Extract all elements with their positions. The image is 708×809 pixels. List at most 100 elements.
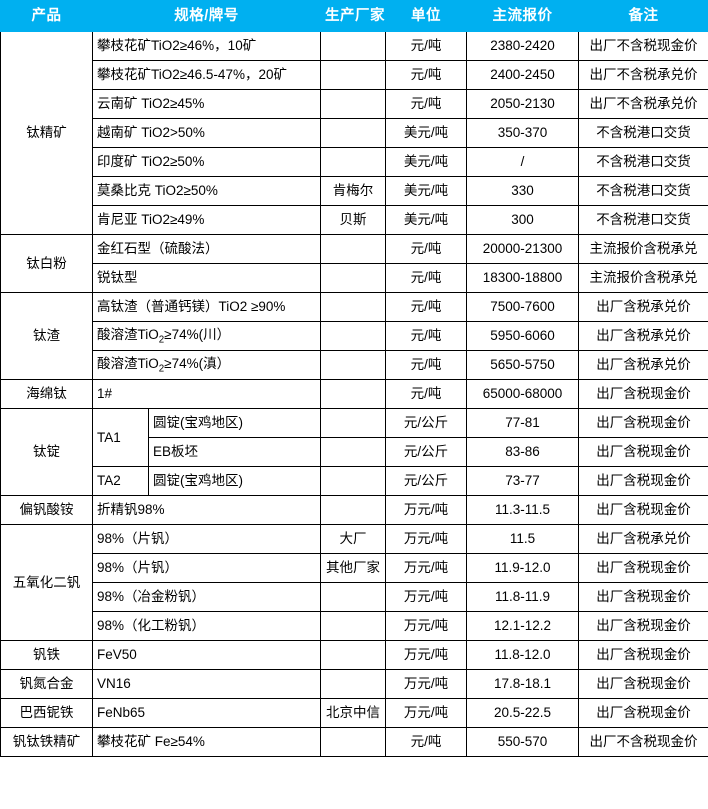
subscript-two: 2 [158,334,165,346]
spec-cell: 98%（片钒） [92,524,321,554]
table-row: 钛精矿 攀枝花矿TiO2≥46%，10矿 元/吨 2380-2420 出厂不含税现金价 [0,31,708,235]
unit-cell: 元/吨 [385,263,467,293]
unit-cell: 元/吨 [385,89,467,119]
column-header-spec: 规格/牌号 [92,0,321,32]
manufacturer-cell [320,234,386,264]
spec-cell: 云南矿 TiO2≥45% [92,89,321,119]
price-cell: 350-370 [466,118,579,148]
price-cell: 11.5 [466,524,579,554]
manufacturer-cell [320,640,386,670]
table-row: 偏钒酸铵 折精钒98% 万元/吨 11.3-11.5 出厂含税现金价 [0,495,708,525]
subscript-two: 2 [158,363,165,375]
unit-cell: 元/吨 [385,727,467,757]
remark-cell: 出厂不含税现金价 [578,727,708,757]
price-cell: 5950-6060 [466,321,579,351]
unit-cell: 元/吨 [385,379,467,409]
price-cell: 20.5-22.5 [466,698,579,728]
unit-cell: 万元/吨 [385,669,467,699]
manufacturer-cell [320,582,386,612]
column-header-remark: 备注 [578,0,708,32]
price-cell: 330 [466,176,579,206]
header-row: 产品 规格/牌号 生产厂家 单位 主流报价 备注 [0,0,708,32]
spec-cell: 98%（冶金粉钒） [92,582,321,612]
remark-cell: 出厂含税现金价 [578,379,708,409]
grade-cell: TA2 [92,466,149,496]
table-body: 钛精矿 攀枝花矿TiO2≥46%，10矿 元/吨 2380-2420 出厂不含税现金价攀… [0,31,708,757]
table-row: 锐钛型 元/吨 18300-18800 主流报价含税承兑 [1,263,708,293]
table-row: 98%（片钒） 其他厂家 万元/吨 11.9-12.0 出厂含税现金价 [1,553,708,583]
column-header-unit: 单位 [385,0,467,32]
unit-cell: 元/吨 [385,292,467,322]
manufacturer-cell: 北京中信 [320,698,386,728]
spec-cell: 1# [92,379,321,409]
manufacturer-cell [320,611,386,641]
column-header-product: 产品 [0,0,93,32]
manufacturer-cell [320,350,386,380]
table-row: 98%（冶金粉钒） 万元/吨 11.8-11.9 出厂含税现金价 [1,582,708,612]
remark-cell: 出厂含税现金价 [578,611,708,641]
unit-cell: 万元/吨 [385,524,467,554]
price-cell: 11.9-12.0 [466,553,579,583]
unit-cell: 万元/吨 [385,611,467,641]
table-row: 钒铁 FeV50 万元/吨 11.8-12.0 出厂含税现金价 [0,640,708,670]
remark-cell: 出厂含税现金价 [578,698,708,728]
table-row: 酸溶渣TiO2≥74%(滇） 元/吨 5650-5750 出厂含税承兑价 [1,350,708,380]
manufacturer-cell: 贝斯 [320,205,386,235]
grade-cell: TA1 [92,408,149,467]
table-row: 五氧化二钒 98%（片钒） 大厂 万元/吨 11.5 出厂含税承兑价 [0,524,708,641]
table-row: 钒钛铁精矿 攀枝花矿 Fe≥54% 元/吨 550-570 出厂不含税现金价 [0,727,708,757]
unit-cell: 元/吨 [385,31,467,61]
manufacturer-cell [320,466,386,496]
remark-cell: 出厂不含税承兑价 [578,89,708,119]
manufacturer-cell: 肯梅尔 [320,176,386,206]
price-cell: 83-86 [466,437,579,467]
column-header-price: 主流报价 [466,0,579,32]
spec-cell: 高钛渣（普通钙镁）TiO2 ≥90% [92,292,321,322]
table-row: 酸溶渣TiO2≥74%(川） 元/吨 5950-6060 出厂含税承兑价 [1,321,708,351]
unit-cell: 万元/吨 [385,582,467,612]
remark-cell: 出厂含税现金价 [578,553,708,583]
unit-cell: 万元/吨 [385,698,467,728]
table-row: TA2 圆锭(宝鸡地区) 元/公斤 73-77 出厂含税现金价 [1,466,708,496]
table-row: 钛白粉 金红石型（硫酸法） 元/吨 20000-21300 主流报价含税承兑 [0,234,708,293]
manufacturer-cell [320,408,386,438]
spec-cell: FeNb65 [92,698,321,728]
remark-cell: 不含税港口交货 [578,176,708,206]
remark-cell: 出厂含税现金价 [578,582,708,612]
remark-cell: 主流报价含税承兑 [578,263,708,293]
spec-cell: 98%（化工粉钒） [92,611,321,641]
remark-cell: 主流报价含税承兑 [578,234,708,264]
product-name-cell: 钛白粉 [0,234,93,293]
spec-cell: 攀枝花矿 Fe≥54% [92,727,321,757]
unit-cell: 元/公斤 [385,437,467,467]
table-row: 云南矿 TiO2≥45% 元/吨 2050-2130 出厂不含税承兑价 [1,89,708,119]
price-cell: 11.8-11.9 [466,582,579,612]
price-cell: / [466,147,579,177]
table-header: 产品 规格/牌号 生产厂家 单位 主流报价 备注 [0,0,708,32]
unit-cell: 万元/吨 [385,553,467,583]
unit-cell: 万元/吨 [385,495,467,525]
product-name-cell: 海绵钛 [0,379,93,409]
table-row: 98%（化工粉钒） 万元/吨 12.1-12.2 出厂含税现金价 [1,611,708,641]
price-cell: 300 [466,205,579,235]
remark-cell: 不含税港口交货 [578,205,708,235]
remark-cell: 出厂不含税现金价 [578,31,708,61]
spec-cell: FeV50 [92,640,321,670]
table-row: 海绵钛 1# 元/吨 65000-68000 出厂含税现金价 [0,379,708,409]
price-cell: 2400-2450 [466,60,579,90]
manufacturer-cell [320,118,386,148]
manufacturer-cell [320,31,386,61]
price-quote-table: 产品 规格/牌号 生产厂家 单位 主流报价 备注 钛精矿 攀枝花矿TiO2≥46%… [0,0,708,757]
price-cell: 5650-5750 [466,350,579,380]
spec-cell: 98%（片钒） [92,553,321,583]
unit-cell: 美元/吨 [385,176,467,206]
price-cell: 77-81 [466,408,579,438]
table-row: 巴西铌铁 FeNb65 北京中信 万元/吨 20.5-22.5 出厂含税现金价 [0,698,708,728]
manufacturer-cell [320,437,386,467]
spec-cell: 圆锭(宝鸡地区) [148,466,321,496]
manufacturer-cell [320,89,386,119]
product-name-cell: 钒氮合金 [0,669,93,699]
column-header-maker: 生产厂家 [320,0,386,32]
price-cell: 18300-18800 [466,263,579,293]
manufacturer-cell: 其他厂家 [320,553,386,583]
